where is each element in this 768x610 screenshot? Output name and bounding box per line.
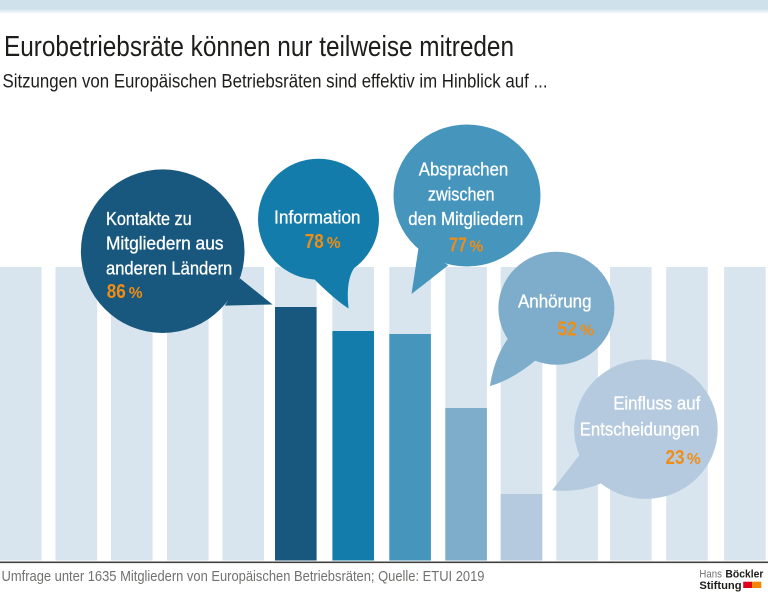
svg-text:Einfluss auf: Einfluss auf <box>613 392 701 413</box>
svg-text:Böckler: Böckler <box>725 569 763 581</box>
svg-text:Umfrage unter 1635 Mitgliedern: Umfrage unter 1635 Mitgliedern von Europ… <box>2 568 485 585</box>
svg-text:zwischen: zwischen <box>428 183 495 204</box>
svg-text:23%: 23% <box>666 446 701 469</box>
svg-text:52%: 52% <box>557 318 594 341</box>
svg-text:Kontakte zu: Kontakte zu <box>106 208 192 229</box>
svg-text:anderen Ländern: anderen Ländern <box>106 257 232 278</box>
svg-text:77%: 77% <box>449 234 484 257</box>
svg-text:Sitzungen von Europäischen Bet: Sitzungen von Europäischen Betriebsräten… <box>3 70 548 92</box>
svg-text:Eurobetriebsräte können nur te: Eurobetriebsräte können nur teilweise mi… <box>4 31 514 63</box>
svg-text:den Mitgliedern: den Mitgliedern <box>408 208 523 229</box>
svg-text:Entscheidungen: Entscheidungen <box>580 418 700 439</box>
svg-text:Hans: Hans <box>699 569 722 581</box>
svg-text:86%: 86% <box>107 280 143 303</box>
svg-text:Mitgliedern aus: Mitgliedern aus <box>106 233 224 254</box>
svg-text:Information: Information <box>274 207 361 228</box>
svg-text:Absprachen: Absprachen <box>419 159 508 180</box>
svg-text:Anhörung: Anhörung <box>518 291 592 312</box>
svg-text:78%: 78% <box>305 230 341 253</box>
svg-text:Stiftung: Stiftung <box>699 580 741 592</box>
